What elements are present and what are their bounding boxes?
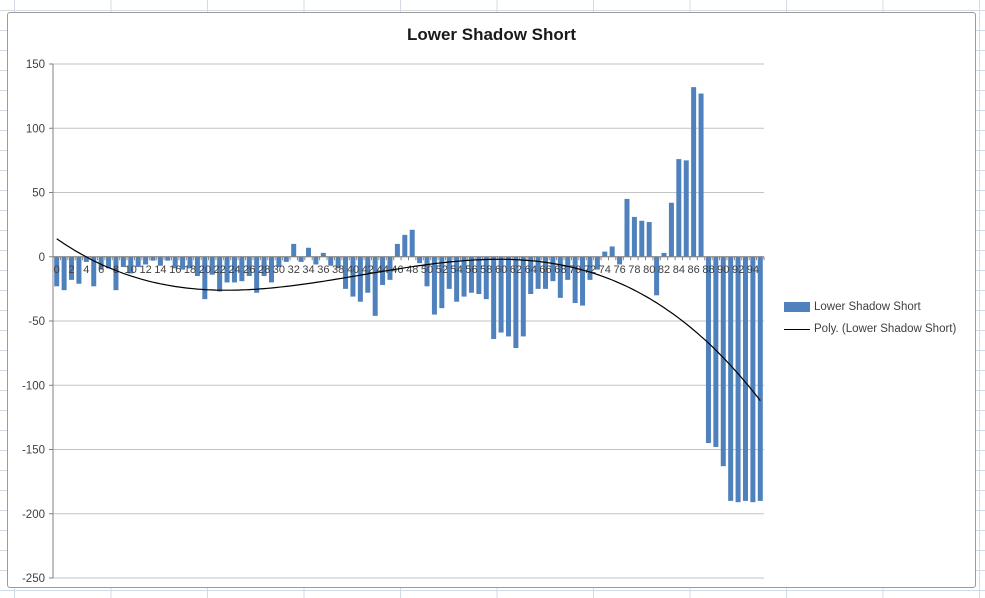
svg-text:24: 24	[228, 264, 240, 276]
legend-series-label: Lower Shadow Short	[814, 301, 921, 313]
legend-item-trendline[interactable]: Poly. (Lower Shadow Short)	[784, 323, 956, 335]
svg-text:78: 78	[628, 264, 640, 276]
svg-text:10: 10	[125, 264, 137, 276]
svg-text:-150: -150	[22, 445, 45, 457]
svg-text:150: 150	[26, 59, 45, 71]
svg-text:46: 46	[391, 264, 403, 276]
svg-text:12: 12	[139, 264, 151, 276]
svg-text:60: 60	[495, 264, 507, 276]
svg-text:56: 56	[465, 264, 477, 276]
svg-text:34: 34	[302, 264, 314, 276]
svg-text:30: 30	[273, 264, 285, 276]
svg-text:66: 66	[539, 264, 551, 276]
svg-text:18: 18	[184, 264, 196, 276]
svg-text:8: 8	[113, 264, 119, 276]
svg-text:58: 58	[480, 264, 492, 276]
svg-text:76: 76	[613, 264, 625, 276]
svg-text:100: 100	[26, 123, 45, 135]
svg-text:92: 92	[732, 264, 744, 276]
svg-text:64: 64	[525, 264, 537, 276]
svg-text:88: 88	[702, 264, 714, 276]
svg-text:20: 20	[199, 264, 211, 276]
svg-text:50: 50	[32, 188, 45, 200]
svg-text:-100: -100	[22, 380, 45, 392]
svg-text:28: 28	[258, 264, 270, 276]
chart-object[interactable]: Lower Shadow Short 150 100 50 0 -50 -100 -150-…	[7, 12, 976, 588]
svg-text:16: 16	[169, 264, 181, 276]
svg-text:80: 80	[643, 264, 655, 276]
svg-text:22: 22	[214, 264, 226, 276]
svg-text:14: 14	[154, 264, 166, 276]
chart-title: Lower Shadow Short	[406, 25, 577, 44]
svg-text:68: 68	[554, 264, 566, 276]
svg-text:-250: -250	[22, 573, 45, 585]
svg-text:62: 62	[510, 264, 522, 276]
svg-text:94: 94	[747, 264, 759, 276]
trendline-swatch-icon	[784, 328, 810, 330]
svg-text:6: 6	[98, 264, 104, 276]
svg-text:82: 82	[658, 264, 670, 276]
svg-text:0: 0	[54, 264, 60, 276]
svg-text:-50: -50	[28, 316, 45, 328]
legend-trendline-label: Poly. (Lower Shadow Short)	[814, 323, 957, 335]
svg-text:54: 54	[451, 264, 463, 276]
svg-text:38: 38	[332, 264, 344, 276]
svg-text:4: 4	[83, 264, 89, 276]
svg-text:44: 44	[376, 264, 388, 276]
svg-text:50: 50	[421, 264, 433, 276]
svg-text:-200: -200	[22, 509, 45, 521]
svg-text:84: 84	[673, 264, 685, 276]
svg-text:2: 2	[68, 264, 74, 276]
svg-text:90: 90	[717, 264, 729, 276]
svg-text:0: 0	[39, 252, 45, 264]
svg-text:86: 86	[688, 264, 700, 276]
svg-text:40: 40	[347, 264, 359, 276]
legend: Lower Shadow Short Poly. (Lower Shadow S…	[784, 301, 956, 335]
series-swatch-icon	[784, 302, 810, 312]
svg-text:32: 32	[288, 264, 300, 276]
legend-item-series[interactable]: Lower Shadow Short	[784, 301, 956, 313]
svg-text:52: 52	[436, 264, 448, 276]
svg-text:74: 74	[599, 264, 611, 276]
svg-text:26: 26	[243, 264, 255, 276]
svg-text:36: 36	[317, 264, 329, 276]
